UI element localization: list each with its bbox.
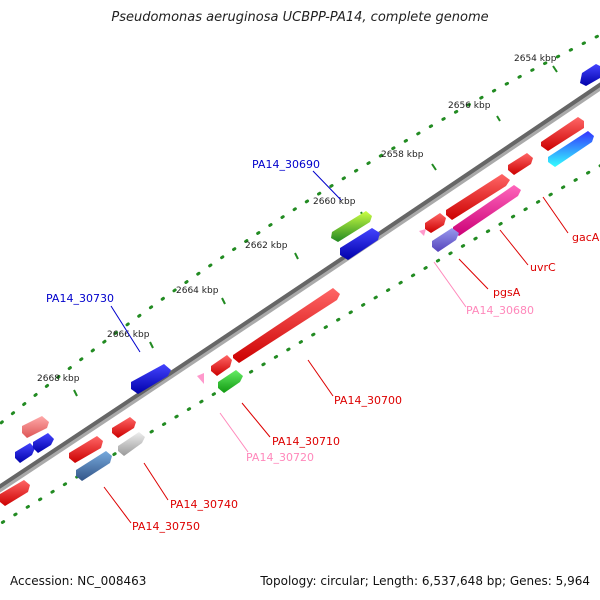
tick-label-2666: 2666 kbp [107, 330, 150, 340]
genome-backbone [0, 82, 600, 493]
tick-track-outer [0, 33, 600, 426]
gene-arrow-pa14-30680[interactable] [432, 228, 459, 252]
gene-arrow-pa14-30730-blue[interactable] [131, 364, 171, 394]
callout-lines [103, 170, 569, 524]
gene-arrow-pa14-30710[interactable] [211, 355, 232, 376]
gene-arrow-pa14-30700[interactable] [233, 288, 340, 363]
forward-genes [15, 64, 600, 463]
tick-label-2654: 2654 kbp [514, 54, 557, 64]
reverse-genes [0, 117, 594, 506]
gene-arrow-pa14-30690-green[interactable] [331, 211, 372, 242]
gene-label-gacA[interactable]: gacA [572, 231, 600, 244]
gene-arrow-left-blue-a[interactable] [15, 443, 35, 463]
accession-text: Accession: NC_008463 [10, 574, 147, 588]
gene-label-pa14-30700[interactable]: PA14_30700 [334, 394, 402, 407]
gene-arrow-left-blue-b[interactable] [33, 433, 54, 453]
gene-arrow-left-red-edge[interactable] [0, 480, 30, 506]
gene-label-pa14-30750[interactable]: PA14_30750 [132, 520, 200, 533]
gene-arrow-left-salmon[interactable] [22, 416, 49, 438]
gene-arrow-red-left-pgsA[interactable] [425, 213, 446, 233]
gene-arrow-pa14-30720[interactable] [197, 373, 204, 384]
tick-label-2656: 2656 kbp [448, 101, 491, 111]
genome-title: Pseudomonas aeruginosa UCBPP-PA14, compl… [111, 10, 489, 25]
gene-arrow-2660-blue[interactable] [340, 228, 380, 260]
gene-label-pgsA[interactable]: pgsA [493, 286, 521, 299]
tick-label-2668: 2668 kbp [37, 374, 80, 384]
gene-arrow-uvrC-red-small[interactable] [508, 153, 533, 175]
gene-arrow-pa14-30740-red[interactable] [112, 417, 136, 438]
gene-label-pa14-30680[interactable]: PA14_30680 [466, 304, 534, 317]
gene-arrow-uvrC[interactable] [446, 174, 510, 220]
gene-arrow-pa14-30750-red[interactable] [69, 436, 103, 463]
gene-label-pa14-30710[interactable]: PA14_30710 [272, 435, 340, 448]
topology-text: Topology: circular; Length: 6,537,648 bp… [260, 574, 590, 588]
tick-label-2658: 2658 kbp [381, 150, 424, 160]
gene-arrow-pgsA[interactable] [453, 185, 521, 236]
major-ticks [73, 65, 558, 397]
gene-arrow-gacA-red[interactable] [541, 117, 584, 151]
gene-label-uvrC[interactable]: uvrC [530, 261, 556, 274]
gene-label-pa14-30690[interactable]: PA14_30690 [252, 158, 320, 171]
tick-label-2660: 2660 kbp [313, 197, 356, 207]
gene-arrow-pa14-30750-steel[interactable] [76, 451, 112, 481]
gene-arrow-pa14-30680-tip[interactable] [419, 229, 426, 236]
gene-arrow-pa14-30710-green[interactable] [218, 370, 243, 393]
gene-label-pa14-30740[interactable]: PA14_30740 [170, 498, 238, 511]
tick-label-2664: 2664 kbp [176, 286, 219, 296]
gene-label-pa14-30730[interactable]: PA14_30730 [46, 292, 114, 305]
gene-arrow-2654-blue[interactable] [580, 64, 600, 86]
gene-arrow-pa14-30740-grey[interactable] [118, 432, 145, 456]
gene-arrow-gacA-cyan[interactable] [548, 131, 594, 167]
gene-label-pa14-30720[interactable]: PA14_30720 [246, 451, 314, 464]
tick-label-2662: 2662 kbp [245, 241, 288, 251]
